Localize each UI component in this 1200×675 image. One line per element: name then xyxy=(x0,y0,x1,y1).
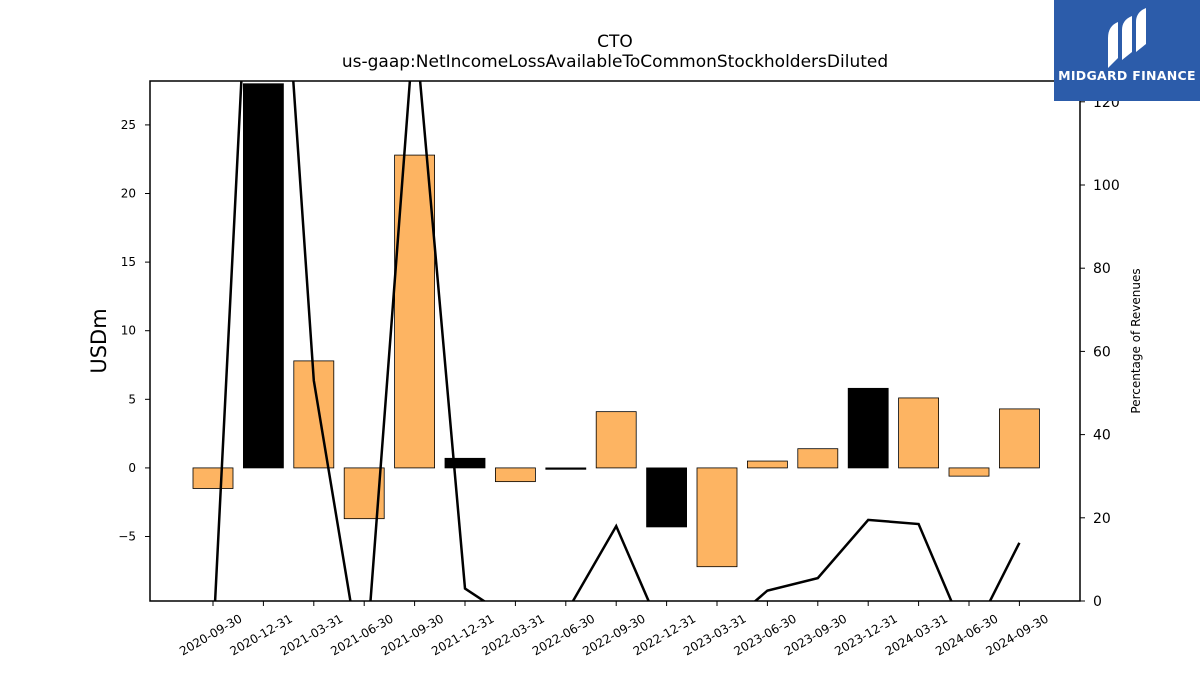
bar-2020-09-30 xyxy=(192,467,234,489)
bar-2024-06-30 xyxy=(948,467,990,477)
bar-2023-06-30 xyxy=(747,460,788,469)
bar-2022-06-30 xyxy=(545,467,587,470)
bar-2023-03-31 xyxy=(696,467,738,568)
bar-2023-09-30 xyxy=(797,448,839,469)
bar-2021-12-31 xyxy=(444,457,486,469)
bar-2024-03-31 xyxy=(898,397,939,469)
midgard-finance-logo: MIDGARD FINANCE xyxy=(1054,0,1200,101)
y-tick-label: 10 xyxy=(121,324,136,338)
bar-2020-12-31 xyxy=(242,83,284,469)
percentage-line xyxy=(213,81,1021,601)
bar-2022-12-31 xyxy=(646,467,687,528)
y-tick-label: 0 xyxy=(128,461,136,475)
chart-subtitle: us-gaap:NetIncomeLossAvailableToCommonSt… xyxy=(341,52,889,72)
plot-frame xyxy=(149,80,1081,602)
chart-title: CTO xyxy=(597,32,633,52)
bar-2022-09-30 xyxy=(595,411,637,469)
y-tick-label: 25 xyxy=(121,118,136,132)
y-axis-label: USDm xyxy=(87,308,111,373)
y2-axis-label: Percentage of Revenues xyxy=(1129,268,1143,413)
y-tick-label: 15 xyxy=(121,255,136,269)
y2-tick-label: 80 xyxy=(1093,261,1111,277)
y2-tick-label: 0 xyxy=(1093,594,1102,610)
logo-text: MIDGARD FINANCE xyxy=(1058,68,1196,83)
bar-2024-09-30 xyxy=(999,408,1040,469)
y-tick-label: 20 xyxy=(121,187,136,201)
y2-tick-label: 40 xyxy=(1093,428,1111,444)
logo-mark-icon xyxy=(1108,8,1146,68)
y2-tick-label: 100 xyxy=(1093,178,1120,194)
y2-tick-label: 20 xyxy=(1093,511,1111,527)
bar-2022-03-31 xyxy=(494,467,536,483)
y2-tick-label: 60 xyxy=(1093,344,1111,360)
y-tick-label: −5 xyxy=(118,530,136,544)
y-tick-label: 5 xyxy=(128,392,136,406)
bar-2023-12-31 xyxy=(847,387,889,469)
